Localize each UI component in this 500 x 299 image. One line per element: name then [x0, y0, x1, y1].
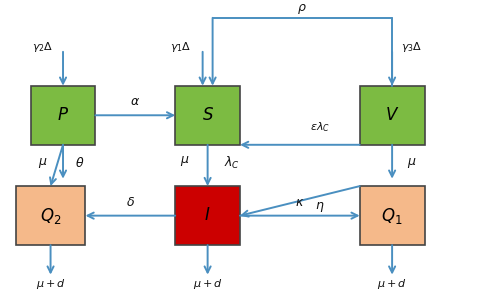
Text: $\mu+d$: $\mu+d$	[192, 277, 222, 291]
Text: $\alpha$: $\alpha$	[130, 96, 140, 108]
Text: $\mu$: $\mu$	[408, 155, 417, 170]
Text: $\mu+d$: $\mu+d$	[377, 277, 407, 291]
Bar	[30, 86, 96, 145]
Text: $\kappa$: $\kappa$	[295, 196, 304, 209]
Text: $\mu$: $\mu$	[180, 154, 190, 168]
Bar	[175, 86, 240, 145]
Bar	[360, 86, 424, 145]
Bar	[16, 186, 86, 245]
Text: $Q_1$: $Q_1$	[382, 206, 403, 226]
Text: $I$: $I$	[204, 207, 211, 224]
Text: $\delta$: $\delta$	[126, 196, 135, 209]
Text: $\varepsilon\lambda_C$: $\varepsilon\lambda_C$	[310, 120, 330, 134]
Text: $\mu$: $\mu$	[38, 155, 48, 170]
Bar	[360, 186, 424, 245]
Text: $\rho$: $\rho$	[298, 2, 308, 16]
Text: $P$: $P$	[57, 107, 69, 124]
Text: $\eta$: $\eta$	[315, 200, 324, 214]
Text: $\gamma_2\Delta$: $\gamma_2\Delta$	[32, 40, 54, 54]
Text: $S$: $S$	[202, 107, 213, 124]
Text: $\theta$: $\theta$	[74, 155, 84, 170]
Text: $\gamma_3\Delta$: $\gamma_3\Delta$	[402, 40, 422, 54]
Text: $\gamma_1\Delta$: $\gamma_1\Delta$	[170, 40, 191, 54]
Text: $Q_2$: $Q_2$	[40, 206, 61, 226]
Bar	[175, 186, 240, 245]
Text: $\mu + d$: $\mu + d$	[36, 277, 66, 291]
Text: $V$: $V$	[385, 107, 400, 124]
Text: $\lambda_C$: $\lambda_C$	[224, 155, 240, 170]
